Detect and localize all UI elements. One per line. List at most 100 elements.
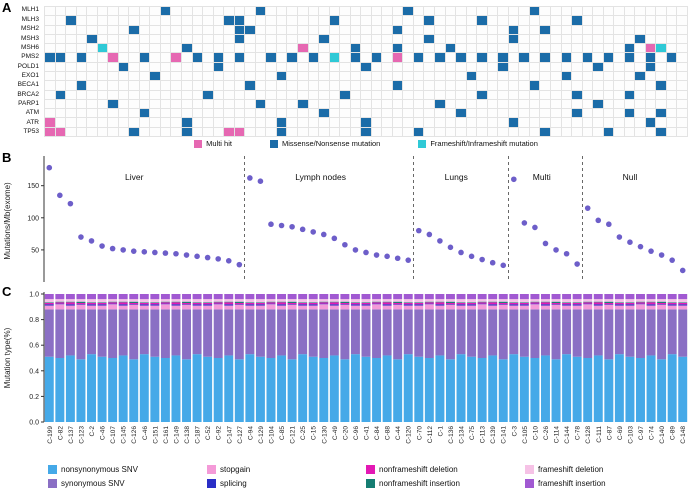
bar-segment <box>614 305 624 310</box>
panel-a-label: A <box>2 0 12 15</box>
gene-labels: MLH1 MLH3 MSH2 MSH3 MSH6 PMS2 POLD1 EXO1 BECA1 BR… <box>0 6 42 137</box>
oncoprint-cell <box>645 25 656 34</box>
bar-segment <box>551 302 561 305</box>
bar-segment <box>87 309 96 355</box>
oncoprint-cell <box>87 16 97 25</box>
bar-segment <box>646 302 656 305</box>
bar-segment <box>266 302 276 304</box>
scatter-point <box>363 249 369 256</box>
oncoprint-cell <box>108 62 118 71</box>
bar-segment <box>118 302 128 305</box>
oncoprint-cell <box>76 25 87 34</box>
oncoprint-cell <box>139 109 150 118</box>
bar-segment <box>530 303 540 305</box>
legend-item: nonframeshift deletion <box>366 464 525 474</box>
oncoprint-cell <box>361 34 371 44</box>
oncoprint-cell <box>550 127 561 136</box>
bar-segment <box>445 301 455 303</box>
oncoprint-cell <box>677 44 687 53</box>
oncoprint-cell <box>561 25 572 34</box>
oncoprint-cell <box>308 81 319 90</box>
oncoprint-cell <box>519 16 529 25</box>
bar-segment <box>139 305 149 310</box>
scatter-point <box>320 231 327 238</box>
bar-segment <box>667 304 677 306</box>
oncoprint-cell <box>371 118 382 127</box>
bar-segment <box>234 359 244 422</box>
oncoprint-cell <box>403 44 413 53</box>
oncoprint-cell <box>614 34 624 44</box>
bar-segment <box>498 309 508 360</box>
oncoprint-cell <box>582 118 593 127</box>
oncoprint-cell <box>234 127 245 136</box>
oncoprint-cell <box>361 25 371 34</box>
bar-segment <box>414 302 424 305</box>
bar-segment <box>192 309 202 355</box>
bar-segment <box>614 302 624 303</box>
bar-segment <box>224 355 234 422</box>
oncoprint-cell <box>508 127 519 136</box>
bar-segment <box>234 304 244 305</box>
oncoprint-cell <box>508 81 519 90</box>
oncoprint-cell <box>118 90 129 99</box>
bar-segment <box>171 294 181 300</box>
oncoprint-cell <box>382 71 392 81</box>
bar-segment <box>488 299 498 302</box>
oncoprint-cell <box>614 62 624 71</box>
oncoprint-cell <box>171 109 182 118</box>
oncoprint-cell <box>550 62 561 71</box>
scatter-point <box>373 252 380 258</box>
oncoprint-cell <box>97 99 108 109</box>
bar-segment <box>667 309 677 355</box>
legend-label: synonymous SNV <box>61 478 125 488</box>
oncoprint-cell <box>413 16 424 25</box>
bar-segment <box>593 309 603 356</box>
bar-segment <box>118 305 128 310</box>
bar-segment <box>593 294 603 300</box>
oncoprint-cell <box>487 16 498 25</box>
bar-segment <box>467 302 477 305</box>
oncoprint-cell <box>561 109 572 118</box>
bar-segment <box>456 299 466 303</box>
bar-segment <box>424 301 434 303</box>
oncoprint-cell <box>424 71 435 81</box>
oncoprint-cell <box>55 81 66 90</box>
bar-segment <box>488 355 498 422</box>
oncoprint-cell <box>287 44 297 53</box>
bar-segment <box>530 309 540 358</box>
oncoprint-cell <box>329 99 340 109</box>
oncoprint-cell <box>487 34 498 44</box>
oncoprint-cell <box>319 34 329 44</box>
bar-segment <box>604 299 614 302</box>
oncoprint-cell <box>255 118 266 127</box>
oncoprint-cell <box>477 53 487 62</box>
bar-segment <box>55 303 65 305</box>
oncoprint-cell <box>160 127 171 136</box>
oncoprint-cell <box>76 7 87 16</box>
oncoprint-cell <box>213 25 224 34</box>
bar-segment <box>540 299 550 302</box>
oncoprint-cell <box>382 16 392 25</box>
scatter-point <box>342 241 348 248</box>
x-axis-sample-label: C-74 <box>649 426 656 440</box>
oncoprint-cell <box>392 99 403 109</box>
bar-segment <box>319 304 329 310</box>
gene-label: TP53 <box>23 128 39 136</box>
bar-segment <box>456 309 466 355</box>
legend-item: nonsynonymous SNV <box>48 464 207 474</box>
scatter-point <box>669 257 675 263</box>
bar-segment <box>498 302 508 305</box>
bar-segment <box>182 304 192 310</box>
oncoprint-cell <box>382 44 392 53</box>
oncoprint-cell <box>498 81 508 90</box>
bar-segment <box>319 302 329 304</box>
bar-segment <box>445 309 455 360</box>
oncoprint-cell <box>645 34 656 44</box>
oncoprint-cell <box>624 99 635 109</box>
oncoprint-cell <box>435 53 445 62</box>
oncoprint-cell <box>456 7 466 16</box>
oncoprint-cell <box>171 16 182 25</box>
oncoprint-cell <box>656 7 666 16</box>
bar-segment <box>308 302 318 305</box>
